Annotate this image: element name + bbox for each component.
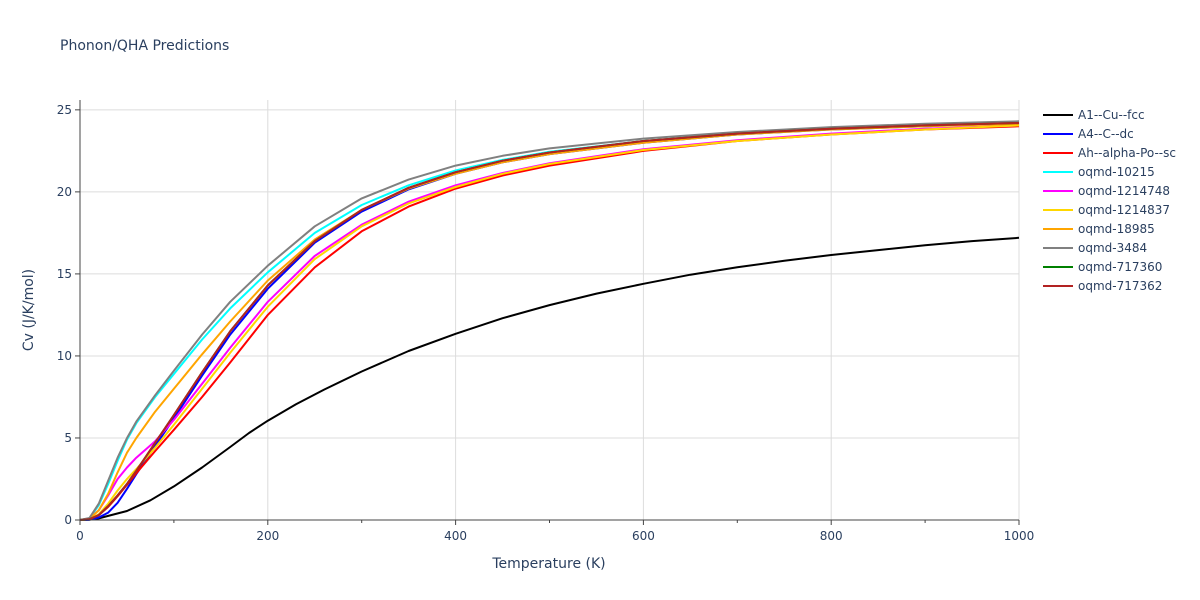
series-line-oqmd-10215 (79, 122, 1020, 521)
series-line-oqmd-717362 (79, 122, 1020, 521)
series-line-oqmd-1214837 (79, 124, 1020, 521)
legend-label: Ah--alpha-Po--sc (1078, 146, 1176, 160)
legend-label: oqmd-717362 (1078, 279, 1162, 293)
series-line-a4-c-dc (79, 122, 1020, 521)
legend-item-a4-c-dc[interactable]: A4--C--dc (1043, 127, 1134, 141)
legend-item-oqmd-1214748[interactable]: oqmd-1214748 (1043, 184, 1170, 198)
y-tick-label: 0 (64, 513, 72, 527)
series-line-oqmd-717360 (79, 122, 1020, 521)
legend[interactable]: A1--Cu--fcc A4--C--dc Ah--alpha-Po--sc oqmd… (1043, 108, 1176, 293)
legend-item-ah-alpha-po-sc[interactable]: Ah--alpha-Po--sc (1043, 146, 1176, 160)
legend-label: oqmd-10215 (1078, 165, 1155, 179)
x-tick-label: 600 (632, 529, 655, 543)
legend-label: A1--Cu--fcc (1078, 108, 1145, 122)
legend-label: oqmd-1214748 (1078, 184, 1170, 198)
plot-area (79, 120, 1020, 521)
chart-title: Phonon/QHA Predictions (60, 38, 229, 54)
y-axis-title: Cv (J/K/mol) (21, 269, 37, 351)
x-tick-label: 1000 (1004, 529, 1035, 543)
y-tick-label: 20 (57, 185, 72, 199)
legend-label: A4--C--dc (1078, 127, 1134, 141)
x-tick-label: 400 (444, 529, 467, 543)
legend-label: oqmd-717360 (1078, 260, 1162, 274)
x-axis-title: Temperature (K) (491, 556, 605, 572)
legend-item-oqmd-10215[interactable]: oqmd-10215 (1043, 165, 1155, 179)
axes: 0 200 400 600 800 1000 0 5 10 15 20 25 (57, 100, 1035, 543)
legend-item-oqmd-3484[interactable]: oqmd-3484 (1043, 241, 1147, 255)
x-tick-label: 800 (820, 529, 843, 543)
legend-item-oqmd-18985[interactable]: oqmd-18985 (1043, 222, 1155, 236)
legend-item-oqmd-717360[interactable]: oqmd-717360 (1043, 260, 1162, 274)
x-tick-label: 200 (256, 529, 279, 543)
legend-item-a1-cu-fcc[interactable]: A1--Cu--fcc (1043, 108, 1145, 122)
legend-item-oqmd-1214837[interactable]: oqmd-1214837 (1043, 203, 1170, 217)
series-line-oqmd-1214748 (79, 124, 1020, 521)
series-line-a1-cu-fcc (79, 236, 1020, 521)
y-tick-label: 5 (64, 431, 72, 445)
series-line-oqmd-3484 (79, 120, 1020, 521)
y-tick-label: 25 (57, 103, 72, 117)
x-tick-label: 0 (76, 529, 84, 543)
legend-label: oqmd-3484 (1078, 241, 1147, 255)
legend-label: oqmd-18985 (1078, 222, 1155, 236)
legend-item-oqmd-717362[interactable]: oqmd-717362 (1043, 279, 1162, 293)
series-line-ah-alpha-po-sc (79, 125, 1020, 521)
legend-label: oqmd-1214837 (1078, 203, 1170, 217)
y-tick-label: 10 (57, 349, 72, 363)
y-tick-label: 15 (57, 267, 72, 281)
series-line-oqmd-18985 (79, 122, 1020, 521)
